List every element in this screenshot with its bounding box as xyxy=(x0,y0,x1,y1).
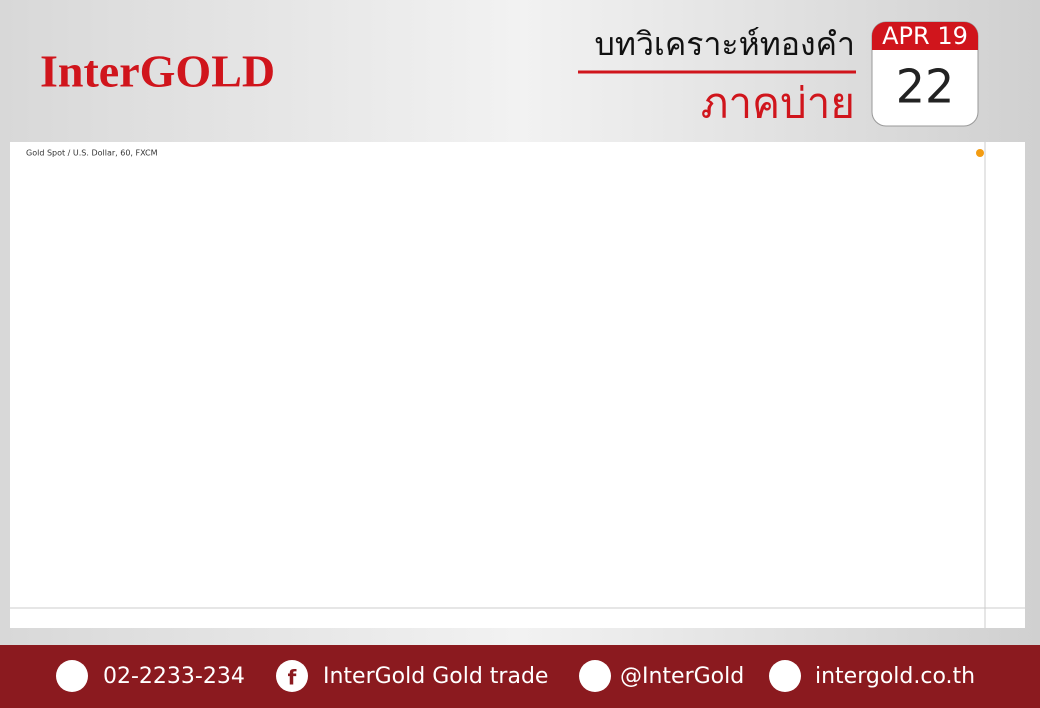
phone: 02-2233-234 xyxy=(103,664,245,689)
phone-icon xyxy=(56,660,88,692)
facebook-glyph: f xyxy=(288,666,297,690)
website: intergold.co.th xyxy=(815,664,975,689)
facebook-icon xyxy=(276,660,308,692)
alert-icon xyxy=(976,149,984,157)
chart-panel xyxy=(10,142,1025,628)
line-icon xyxy=(579,660,611,692)
line-id: @InterGold xyxy=(620,664,744,689)
calendar-month: APR 19 xyxy=(882,22,968,50)
symbol: Gold Spot / U.S. Dollar, 60, FXCM xyxy=(26,149,158,158)
web-icon xyxy=(769,660,801,692)
calendar-top xyxy=(872,22,978,50)
title: บทวิเคราะห์ทองคำ xyxy=(595,25,855,63)
session: ภาคบ่าย xyxy=(701,79,855,128)
brand: InterGOLD xyxy=(40,46,275,97)
footer xyxy=(0,645,1040,708)
facebook: InterGold Gold trade xyxy=(323,664,548,689)
calendar-day: 22 xyxy=(896,60,955,114)
